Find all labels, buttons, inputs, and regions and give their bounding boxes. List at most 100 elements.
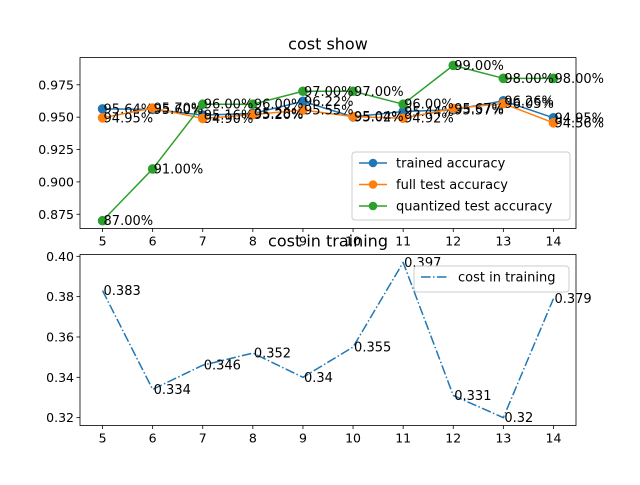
data-label: 94.95% (554, 111, 604, 126)
y-tick-label: 0.36 (46, 329, 74, 344)
x-tick-label: 9 (299, 431, 307, 446)
data-label: 97.00% (304, 85, 354, 100)
data-label: 0.34 (304, 371, 333, 386)
x-tick-label: 8 (249, 234, 257, 249)
data-label: 0.32 (504, 411, 533, 426)
data-point (298, 86, 308, 97)
data-label: 97.00% (354, 85, 404, 100)
data-label: 96.22% (304, 95, 354, 110)
series-line (102, 102, 554, 124)
data-point (197, 113, 208, 124)
series-line (101, 261, 555, 419)
data-label: 87.00% (104, 214, 154, 229)
x-tick-label: 10 (345, 234, 361, 249)
data-label: 95.67% (454, 102, 504, 117)
data-point (348, 86, 358, 97)
y-tick-label: 0.40 (46, 249, 74, 264)
legend-entry: cost in training (458, 271, 555, 286)
data-label: 0.331 (454, 389, 491, 404)
data-label: 96.00% (404, 98, 454, 113)
x-tick-label: 11 (395, 234, 411, 249)
data-label: 91.00% (154, 162, 204, 177)
data-label: 96.26% (504, 94, 554, 109)
data-label: 94.95% (104, 111, 154, 126)
legend: trained accuracy full test accuracy quanti… (351, 151, 571, 221)
data-label: 96.05% (504, 97, 554, 112)
data-point (147, 164, 158, 174)
data-label: 94.90% (204, 112, 254, 127)
data-point (197, 99, 208, 110)
legend-marker (368, 158, 378, 168)
data-label: 95.70% (154, 102, 204, 117)
y-tick-label: 0.975 (38, 77, 74, 92)
legend-entry: full test accuracy (396, 178, 508, 193)
legend-box (413, 265, 570, 293)
legend-marker (368, 201, 378, 211)
y-tick-label: 0.32 (46, 410, 74, 425)
data-point (348, 111, 358, 122)
data-point (97, 215, 108, 226)
x-tick-label: 12 (445, 234, 461, 249)
x-tick-label: 6 (149, 234, 157, 249)
y-tick-label: 0.900 (38, 174, 74, 189)
legend-box (351, 151, 571, 221)
series-line (102, 64, 554, 222)
y-tick-label: 0.875 (38, 207, 74, 222)
data-label: 99.00% (454, 59, 504, 74)
x-tick-label: 8 (249, 431, 257, 446)
data-point (498, 73, 509, 84)
data-label: 95.04% (354, 110, 404, 125)
data-label: 96.00% (254, 98, 304, 113)
data-point (147, 103, 158, 113)
data-point (548, 118, 559, 128)
plot-frame (79, 254, 577, 426)
x-tick-label: 14 (546, 234, 562, 249)
data-point (398, 99, 408, 110)
data-label: 0.379 (554, 292, 591, 307)
y-tick-label: 0.34 (46, 370, 74, 385)
data-label: 0.334 (154, 383, 191, 398)
series-cost-in-training: 0.3830.3340.3460.3520.340.3550.3970.3310… (101, 256, 592, 426)
data-label: 94.56% (554, 116, 604, 131)
data-label: 98.00% (554, 72, 604, 87)
data-label: 0.352 (254, 347, 291, 362)
data-point (97, 113, 108, 123)
legend-entry: quantized test accuracy (396, 200, 553, 215)
data-label: 98.00% (504, 72, 554, 87)
data-point (448, 60, 459, 71)
plot-frame (79, 57, 577, 229)
legend: cost in training (413, 265, 570, 293)
chart-title: cost show (288, 35, 368, 54)
y-tick-label: 0.925 (38, 142, 74, 157)
x-tick-label: 7 (199, 234, 207, 249)
legend-marker (368, 180, 378, 189)
x-tick-label: 9 (299, 234, 307, 249)
data-point (498, 98, 509, 109)
data-point (448, 103, 459, 114)
data-label: 96.00% (204, 98, 254, 113)
data-label: 95.20% (254, 108, 304, 123)
data-point (548, 73, 559, 84)
data-label: 0.383 (104, 284, 141, 299)
x-tick-label: 13 (495, 234, 511, 249)
x-tick-label: 5 (99, 431, 107, 446)
x-tick-label: 14 (546, 431, 562, 446)
series-quantized-test-accuracy: 87.00%91.00%96.00% 96.00%97.00% 97.00%96.0… (97, 59, 604, 229)
cost-chart: cost in training0.3830.3340.3460.3520.34… (46, 232, 592, 446)
data-point (248, 99, 258, 110)
x-tick-label: 5 (99, 234, 107, 249)
series-full-test-accuracy: 94.95%95.70%94.90% 95.20% 95.55% 95.04% 94.9… (97, 97, 604, 131)
data-label: 95.55% (304, 104, 354, 119)
x-tick-label: 12 (445, 431, 461, 446)
data-point (298, 105, 308, 115)
data-label: 95.64% (104, 102, 154, 117)
x-tick-label: 13 (495, 431, 511, 446)
y-tick-label: 0.38 (46, 289, 74, 304)
data-label: 0.346 (204, 359, 241, 374)
legend-entry: trained accuracy (396, 157, 506, 172)
data-point (248, 109, 258, 120)
x-tick-label: 11 (395, 431, 411, 446)
